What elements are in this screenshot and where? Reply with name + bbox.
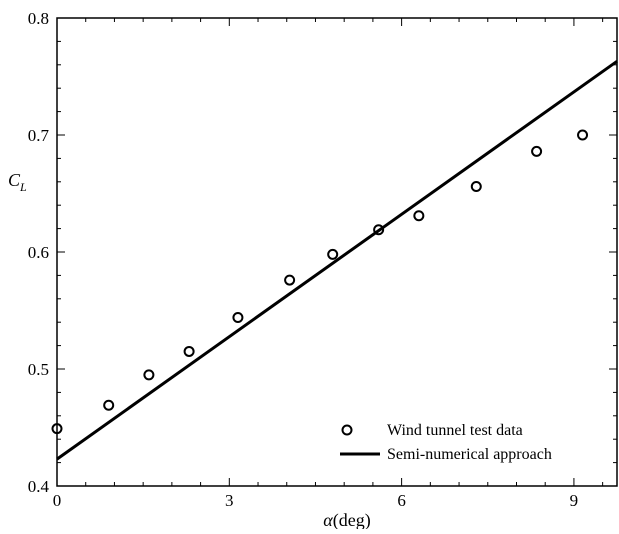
x-tick-label: 0 — [53, 491, 62, 510]
x-axis-label: α(deg) — [323, 510, 370, 529]
y-axis-symbol: C — [8, 170, 21, 190]
x-axis-symbol: α — [323, 510, 333, 529]
plot-frame — [56, 17, 618, 487]
legend-marker-swatch — [341, 424, 353, 436]
data-point — [470, 180, 482, 192]
series-line — [56, 60, 618, 461]
y-tick-label: 0.4 — [28, 477, 50, 496]
x-tick-label: 9 — [570, 491, 579, 510]
data-point — [232, 312, 244, 324]
x-tick-label: 6 — [397, 491, 406, 510]
x-axis-unit: (deg) — [333, 510, 371, 529]
y-tick-label: 0.6 — [28, 243, 49, 262]
data-point — [413, 210, 425, 222]
y-axis-label: CL — [8, 170, 27, 194]
data-point — [531, 145, 543, 157]
y-tick-label: 0.7 — [28, 126, 50, 145]
y-tick-label: 0.8 — [28, 9, 49, 28]
legend: Wind tunnel test data Semi-numerical appr… — [340, 422, 552, 463]
y-tick-label: 0.5 — [28, 360, 49, 379]
data-layer — [51, 60, 618, 461]
label-layer: 0 3 6 9 0.4 0.5 0.6 0.7 0.8 α(deg) CL — [8, 9, 579, 531]
y-axis-subscript: L — [19, 180, 27, 194]
data-point — [183, 345, 195, 357]
x-tick-label: 3 — [225, 491, 234, 510]
data-point — [143, 369, 155, 381]
data-point — [327, 248, 339, 260]
legend-label: Semi-numerical approach — [387, 446, 552, 463]
data-point — [577, 129, 589, 141]
data-point — [284, 274, 296, 286]
data-point — [103, 399, 115, 411]
legend-label: Wind tunnel test data — [387, 422, 523, 439]
